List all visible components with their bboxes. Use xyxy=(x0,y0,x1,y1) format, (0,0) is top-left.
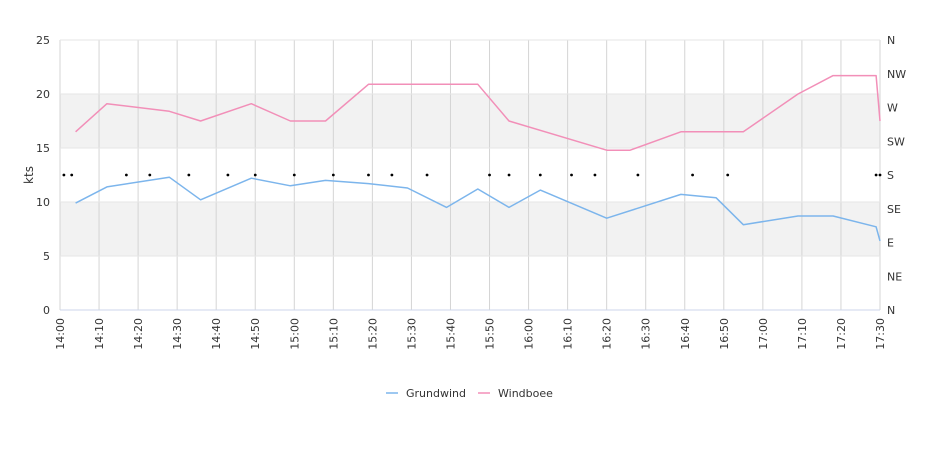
direction-tick-label: SW xyxy=(887,135,905,148)
x-tick-label: 17:00 xyxy=(757,318,770,350)
plot-bands xyxy=(60,94,880,256)
direction-marker xyxy=(390,173,394,177)
direction-tick-label: N xyxy=(887,34,895,47)
direction-marker xyxy=(148,173,152,177)
x-tick-label: 16:30 xyxy=(640,318,653,350)
y-tick-label: 15 xyxy=(36,142,50,155)
direction-marker xyxy=(636,173,640,177)
y-tick-label: 20 xyxy=(36,88,50,101)
x-tick-label: 15:10 xyxy=(327,318,340,350)
x-tick-label: 15:50 xyxy=(484,318,497,350)
direction-marker xyxy=(425,173,429,177)
y-tick-label: 10 xyxy=(36,196,50,209)
x-tick-label: 16:20 xyxy=(601,318,614,350)
y-axis-title: kts xyxy=(22,166,36,184)
direction-marker xyxy=(367,173,370,177)
plot-band xyxy=(60,202,880,256)
x-tick-label: 16:00 xyxy=(523,318,536,350)
x-tick-label: 14:40 xyxy=(210,318,223,350)
y-axis-direction: N NE E SE S SW W NW N xyxy=(887,34,906,317)
x-tick-label: 15:40 xyxy=(444,318,457,350)
x-tick-label: 16:10 xyxy=(562,318,575,350)
series-line-grundwind xyxy=(75,176,881,242)
direction-tick-label: SE xyxy=(887,203,901,216)
y-axis-kts: 0 5 10 15 20 25 xyxy=(36,34,50,317)
direction-marker xyxy=(878,173,882,177)
direction-tick-label: NW xyxy=(887,68,906,81)
x-tick-label: 14:20 xyxy=(132,318,145,350)
x-tick-label: 16:40 xyxy=(679,318,692,350)
direction-tick-label: NE xyxy=(887,270,902,283)
direction-marker xyxy=(253,173,257,177)
legend: Grundwind Windboee xyxy=(386,387,553,400)
x-tick-label: 14:10 xyxy=(93,318,106,350)
direction-markers xyxy=(62,173,882,177)
x-tick-label: 14:00 xyxy=(54,318,67,350)
x-tick-label: 17:30 xyxy=(874,318,887,350)
grid-lines xyxy=(59,39,881,311)
direction-marker xyxy=(331,173,335,177)
direction-marker xyxy=(726,173,730,177)
direction-marker xyxy=(488,173,491,177)
direction-marker xyxy=(691,173,694,177)
x-tick-label: 17:20 xyxy=(835,318,848,350)
direction-marker xyxy=(874,173,878,177)
direction-marker xyxy=(62,173,66,177)
y-tick-label: 0 xyxy=(43,304,50,317)
direction-tick-label: W xyxy=(887,102,898,115)
y-tick-label: 5 xyxy=(43,250,50,263)
direction-tick-label: N xyxy=(887,304,895,317)
x-axis-time: 14:00 14:10 14:20 14:30 14:40 14:50 15:00 15:10… xyxy=(54,309,887,350)
x-tick-label: 15:00 xyxy=(288,318,301,350)
x-tick-label: 15:20 xyxy=(366,318,379,350)
direction-marker xyxy=(70,173,74,177)
direction-marker xyxy=(593,173,597,177)
x-tick-label: 14:30 xyxy=(171,318,184,350)
direction-marker xyxy=(226,173,230,177)
legend-item-label: Grundwind xyxy=(406,387,466,400)
direction-marker xyxy=(292,173,296,177)
direction-tick-label: S xyxy=(887,169,894,182)
y-tick-label: 25 xyxy=(36,34,50,47)
direction-marker xyxy=(570,173,573,177)
direction-marker xyxy=(124,173,128,177)
legend-item-label: Windboee xyxy=(498,387,553,400)
direction-marker xyxy=(538,173,542,177)
x-tick-label: 14:50 xyxy=(249,318,262,350)
direction-marker xyxy=(507,173,511,177)
series-line-windboee xyxy=(75,74,881,151)
series-lines xyxy=(75,74,881,242)
direction-marker xyxy=(187,173,191,177)
plot-band xyxy=(60,94,880,148)
direction-tick-label: E xyxy=(887,237,894,250)
x-tick-label: 17:10 xyxy=(796,318,809,350)
x-tick-label: 15:30 xyxy=(405,318,418,350)
x-tick-label: 16:50 xyxy=(718,318,731,350)
